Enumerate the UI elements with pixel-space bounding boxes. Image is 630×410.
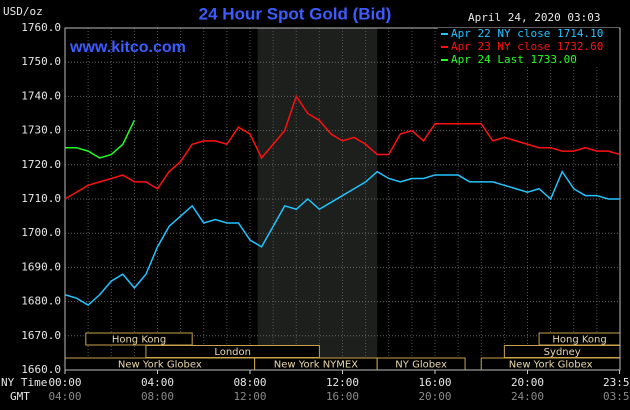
x2-axis-label: GMT [10, 390, 30, 403]
session-label: New York NYMEX [274, 360, 359, 371]
y-axis-label: USD/oz [3, 5, 43, 18]
legend-label: Apr 24 Last 1733.00 [451, 53, 577, 66]
series-line [64, 94, 621, 200]
series-line [64, 170, 620, 306]
series-line [65, 120, 136, 159]
x2-tick-label: 24:00 [511, 390, 544, 403]
y-tick-label: 1760.0 [21, 21, 61, 34]
y-tick-label: 1720.0 [21, 158, 61, 171]
y-tick-label: 1680.0 [21, 295, 61, 308]
legend-label: Apr 23 NY close 1732.60 [451, 40, 603, 53]
x2-tick-label: 08:00 [141, 390, 174, 403]
x-tick-label: 23:59 [603, 376, 630, 389]
session-label: New York Globex [118, 360, 202, 371]
legend-box [438, 28, 619, 67]
x2-tick-label: 04:00 [48, 390, 81, 403]
watermark: www.kitco.com [69, 39, 186, 56]
session-label: London [214, 347, 251, 358]
x-tick-label: 00:00 [48, 376, 81, 389]
subtitle: April 24, 2020 03:03 [468, 11, 600, 24]
chart-title: 24 Hour Spot Gold (Bid) [199, 4, 392, 23]
session-label: NY Globex [395, 360, 447, 371]
y-tick-label: 1740.0 [21, 89, 61, 102]
x-tick-label: 16:00 [418, 376, 451, 389]
session-label: New York Globex [509, 360, 593, 371]
x-tick-label: 08:00 [233, 376, 266, 389]
x-tick-label: 12:00 [326, 376, 359, 389]
x2-tick-label: 20:00 [418, 390, 451, 403]
x2-tick-label: 12:00 [233, 390, 266, 403]
y-tick-label: 1670.0 [21, 329, 61, 342]
session-label: Hong Kong [112, 335, 166, 346]
session-label: Hong Kong [552, 335, 606, 346]
y-tick-label: 1700.0 [21, 226, 61, 239]
x-tick-label: 20:00 [511, 376, 544, 389]
legend-label: Apr 22 NY close 1714.10 [451, 27, 603, 40]
x-tick-label: 04:00 [141, 376, 174, 389]
y-tick-label: 1710.0 [21, 192, 61, 205]
y-tick-label: 1690.0 [21, 260, 61, 273]
x2-tick-label: 03:59 [603, 390, 630, 403]
x-axis-label: NY Time [1, 376, 47, 389]
x2-tick-label: 16:00 [326, 390, 359, 403]
session-label: Sydney [544, 347, 581, 358]
y-tick-label: 1750.0 [21, 55, 61, 68]
y-tick-label: 1660.0 [21, 363, 61, 376]
session-box [85, 332, 193, 346]
y-tick-label: 1730.0 [21, 124, 61, 137]
